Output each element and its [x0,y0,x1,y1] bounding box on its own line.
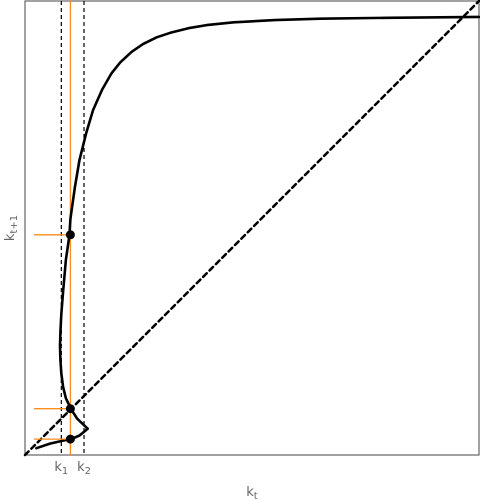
fixed-point-1 [65,434,75,444]
diagonal-45-line [23,0,480,457]
x-axis-label-sub: t [254,491,258,501]
fixed-point-2 [65,404,75,414]
y-axis-label: kt+1 [3,215,20,241]
plot-frame [24,0,480,456]
phase-curve [35,15,480,450]
fixed-point-3 [65,230,75,240]
tick-label-k2: k2 [77,460,91,477]
tick-label-k1: k1 [54,460,68,477]
x-axis-label: kt [246,485,258,501]
y-axis-label-sub: t+1 [9,215,20,234]
